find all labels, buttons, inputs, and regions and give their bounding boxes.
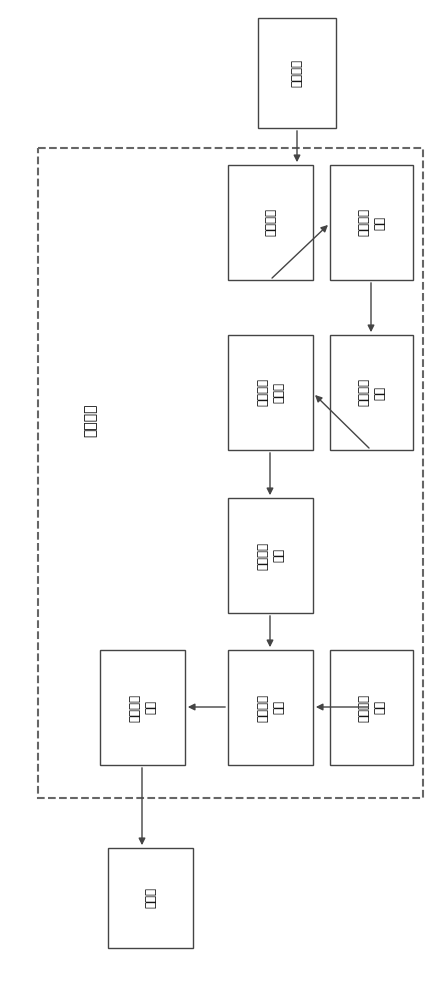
Bar (100, 650, 184, 765)
Text: 限幅放大
电路: 限幅放大 电路 (356, 378, 385, 406)
Bar (329, 335, 412, 450)
Text: 解调模块: 解调模块 (83, 403, 97, 437)
Bar (258, 18, 335, 128)
Bar (227, 335, 312, 450)
Bar (227, 650, 312, 765)
Text: 差分解码
电路: 差分解码 电路 (128, 694, 157, 722)
Bar (108, 848, 193, 948)
Bar (227, 165, 312, 280)
Text: 功率检测
电路: 功率检测 电路 (356, 694, 385, 722)
Text: 混频电路: 混频电路 (290, 59, 303, 87)
Bar (329, 165, 412, 280)
Text: 混频电路: 混频电路 (264, 209, 276, 236)
Text: 同步解扩
电路: 同步解扩 电路 (255, 694, 284, 722)
Bar (38, 148, 422, 798)
Text: 数字下变
频电路: 数字下变 频电路 (255, 378, 284, 406)
Text: 同步捕获
电路: 同步捕获 电路 (255, 542, 284, 570)
Text: 单片机: 单片机 (144, 888, 157, 908)
Text: 低通滤波
电路: 低通滤波 电路 (356, 209, 385, 236)
Bar (329, 650, 412, 765)
Bar (227, 498, 312, 613)
